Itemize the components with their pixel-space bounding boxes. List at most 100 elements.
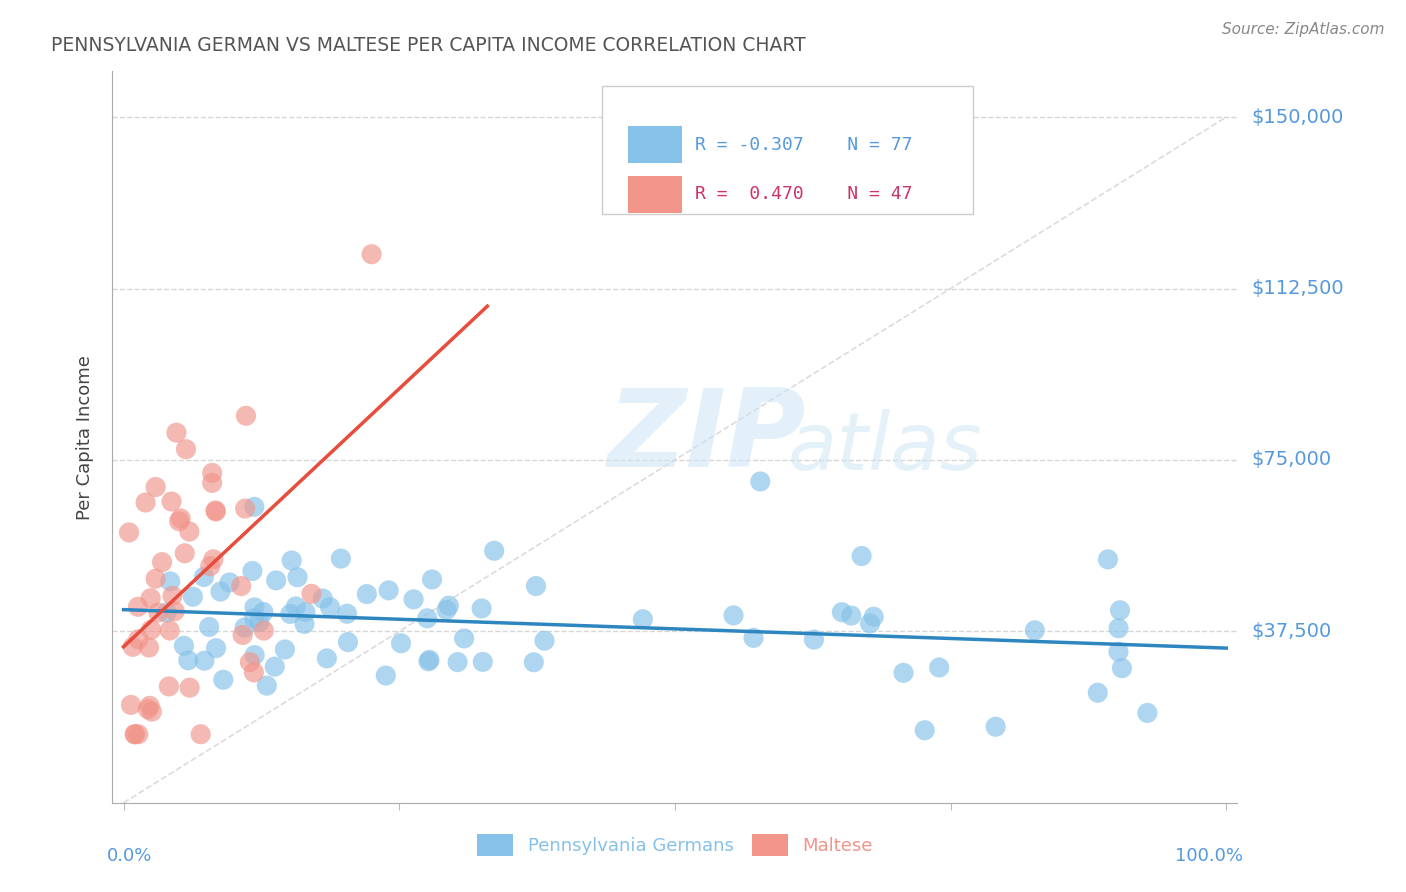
Point	[329, 551, 352, 566]
Point	[984, 720, 1007, 734]
Point	[204, 504, 226, 518]
Point	[253, 624, 276, 638]
Point	[402, 592, 425, 607]
Point	[831, 605, 853, 619]
Point	[242, 564, 264, 578]
Point	[312, 591, 335, 606]
Point	[299, 587, 322, 601]
Point	[177, 653, 200, 667]
Point	[136, 702, 159, 716]
Text: 0.0%: 0.0%	[107, 847, 152, 864]
Point	[141, 705, 163, 719]
Point	[862, 609, 884, 624]
Point	[1111, 661, 1133, 675]
Point	[121, 640, 143, 654]
Point	[374, 668, 396, 682]
Point	[243, 665, 266, 680]
Point	[193, 654, 215, 668]
Point	[453, 632, 475, 646]
Text: $75,000: $75,000	[1251, 450, 1331, 469]
Point	[280, 553, 302, 567]
Point	[1097, 552, 1119, 566]
Point	[150, 555, 173, 569]
Point	[416, 611, 439, 625]
Text: R = -0.307    N = 77: R = -0.307 N = 77	[695, 136, 912, 153]
Point	[243, 648, 266, 662]
Point	[181, 590, 204, 604]
Point	[235, 409, 257, 423]
Point	[287, 570, 309, 584]
Point	[120, 698, 142, 712]
Point	[723, 608, 745, 623]
Bar	[627, 176, 682, 212]
Point	[742, 631, 765, 645]
Point	[157, 680, 180, 694]
Point	[212, 673, 235, 687]
Bar	[627, 127, 682, 163]
Point	[482, 543, 505, 558]
Point	[524, 579, 547, 593]
Point	[315, 651, 337, 665]
Point	[893, 665, 915, 680]
Point	[294, 605, 316, 619]
Point	[284, 599, 307, 614]
Point	[124, 727, 146, 741]
Point	[167, 514, 190, 528]
Point	[360, 247, 382, 261]
Point	[851, 549, 873, 563]
Point	[239, 655, 262, 669]
Point	[128, 632, 150, 647]
Point	[859, 616, 882, 631]
Point	[263, 659, 285, 673]
Legend: Pennsylvania Germans, Maltese: Pennsylvania Germans, Maltese	[470, 827, 880, 863]
Point	[471, 601, 494, 615]
Point	[231, 579, 253, 593]
Point	[159, 574, 181, 589]
Point	[749, 475, 772, 489]
Point	[160, 494, 183, 508]
Point	[138, 698, 160, 713]
Point	[377, 583, 399, 598]
Point	[533, 633, 555, 648]
Point	[436, 603, 458, 617]
Point	[1109, 603, 1132, 617]
Point	[179, 524, 201, 539]
Point	[914, 723, 936, 738]
Point	[205, 641, 228, 656]
Point	[274, 642, 297, 657]
Point	[243, 600, 266, 615]
Point	[523, 655, 546, 669]
Point	[170, 511, 193, 525]
Point	[839, 608, 862, 623]
Text: PENNSYLVANIA GERMAN VS MALTESE PER CAPITA INCOME CORRELATION CHART: PENNSYLVANIA GERMAN VS MALTESE PER CAPIT…	[51, 36, 806, 54]
Point	[174, 442, 197, 457]
Point	[127, 599, 149, 614]
Point	[201, 475, 224, 490]
Point	[418, 654, 440, 668]
Point	[264, 574, 287, 588]
Point	[163, 604, 186, 618]
Text: ZIP: ZIP	[607, 384, 806, 490]
Point	[420, 573, 443, 587]
Text: atlas: atlas	[787, 409, 983, 487]
Point	[173, 546, 195, 560]
Point	[256, 679, 278, 693]
Text: 100.0%: 100.0%	[1175, 847, 1243, 864]
Point	[166, 425, 188, 440]
Point	[232, 628, 254, 642]
Point	[233, 501, 256, 516]
Text: $37,500: $37,500	[1251, 622, 1331, 640]
Point	[145, 480, 167, 494]
Point	[1108, 621, 1130, 635]
Point	[139, 591, 162, 606]
Point	[278, 607, 301, 621]
Point	[139, 623, 162, 637]
Point	[803, 632, 825, 647]
FancyBboxPatch shape	[602, 86, 973, 214]
Point	[389, 636, 412, 650]
Point	[209, 584, 232, 599]
Point	[138, 640, 160, 655]
Point	[1136, 706, 1159, 720]
Point	[419, 653, 441, 667]
Point	[319, 600, 342, 615]
